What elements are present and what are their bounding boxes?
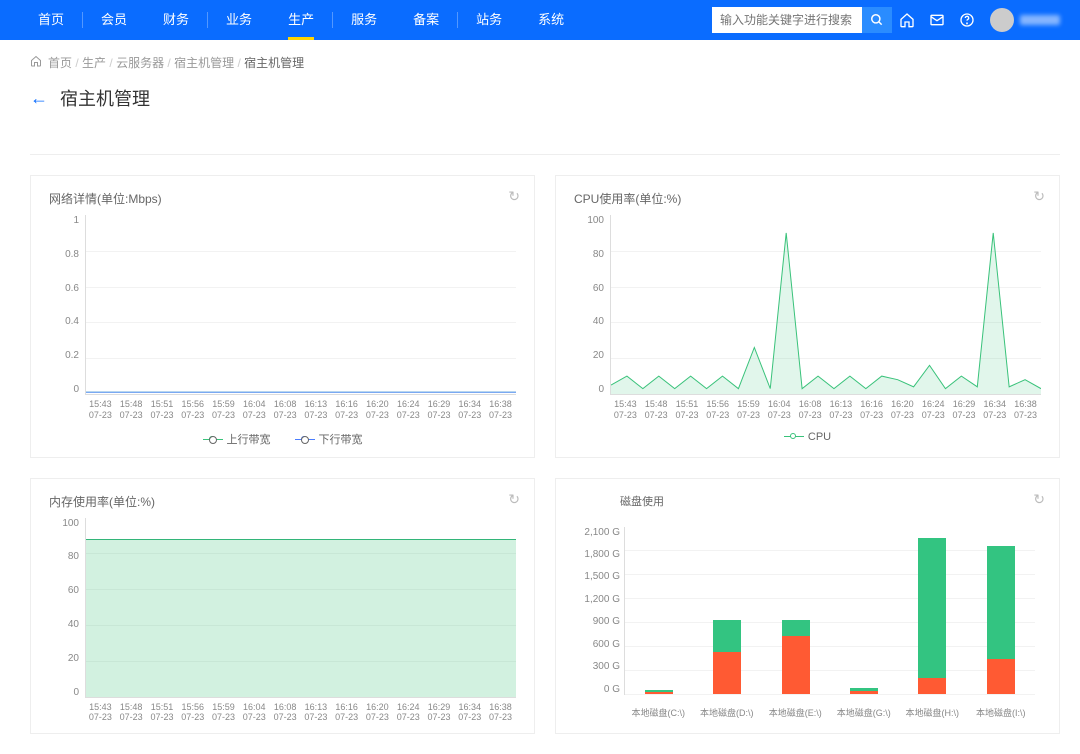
- disk-bar: [645, 527, 673, 694]
- chart-title: 内存使用率(单位:%): [49, 493, 516, 510]
- disk-bar-label: 本地磁盘(E:\): [761, 706, 830, 719]
- main-nav: 首页会员财务业务生产服务备案站务系统: [20, 0, 582, 40]
- nav-item-8[interactable]: 系统: [520, 0, 582, 40]
- legend-item: 下行带宽: [295, 431, 363, 447]
- tabs-bar: [30, 127, 1060, 155]
- disk-bar: [987, 527, 1015, 694]
- disk-bar-label: 本地磁盘(C:\): [624, 706, 693, 719]
- chart-title: CPU使用率(单位:%): [574, 190, 1041, 207]
- refresh-button[interactable]: ↻: [1033, 188, 1045, 205]
- disk-bar: [782, 527, 810, 694]
- refresh-button[interactable]: ↻: [508, 188, 520, 205]
- disk-bar-label: 本地磁盘(D:\): [693, 706, 762, 719]
- search-button[interactable]: [862, 7, 892, 33]
- network-chart-card: 网络详情(单位:Mbps) ↻ 10.80.60.40.20 15:4307-2…: [30, 175, 535, 458]
- breadcrumb: 首页 / 生产 / 云服务器 / 宿主机管理 / 宿主机管理: [30, 40, 1060, 85]
- legend-item: 上行带宽: [203, 431, 271, 447]
- disk-bar-label: 本地磁盘(I:\): [967, 706, 1036, 719]
- breadcrumb-item[interactable]: 首页: [48, 56, 72, 70]
- home-icon[interactable]: [892, 0, 922, 40]
- chart-title: 磁盘使用: [620, 493, 1041, 509]
- topbar: 首页会员财务业务生产服务备案站务系统: [0, 0, 1080, 40]
- username-label: [1020, 15, 1060, 25]
- chart-title: 网络详情(单位:Mbps): [49, 190, 516, 207]
- nav-item-1[interactable]: 会员: [83, 0, 145, 40]
- disk-bar: [713, 527, 741, 694]
- refresh-button[interactable]: ↻: [1033, 491, 1045, 508]
- mail-icon[interactable]: [922, 0, 952, 40]
- breadcrumb-item: 宿主机管理: [244, 56, 304, 70]
- back-button[interactable]: ←: [30, 88, 48, 109]
- breadcrumb-home-icon: [30, 55, 42, 70]
- nav-item-0[interactable]: 首页: [20, 0, 82, 40]
- breadcrumb-item[interactable]: 宿主机管理: [174, 56, 234, 70]
- page-title: 宿主机管理: [60, 85, 150, 111]
- nav-item-5[interactable]: 服务: [333, 0, 395, 40]
- avatar[interactable]: [990, 8, 1014, 32]
- disk-bar: [850, 527, 878, 694]
- nav-item-7[interactable]: 站务: [458, 0, 520, 40]
- nav-item-6[interactable]: 备案: [395, 0, 457, 40]
- disk-chart-card: ↻ 磁盘使用 2,100 G1,800 G1,500 G1,200 G900 G…: [555, 478, 1060, 735]
- breadcrumb-item[interactable]: 云服务器: [116, 56, 164, 70]
- nav-item-4[interactable]: 生产: [270, 0, 332, 40]
- cpu-chart-card: CPU使用率(单位:%) ↻ 100806040200 15:4307-2315…: [555, 175, 1060, 458]
- search-box: [712, 7, 892, 33]
- memory-chart-card: 内存使用率(单位:%) ↻ 100806040200 15:4307-2315:…: [30, 478, 535, 735]
- nav-item-3[interactable]: 业务: [208, 0, 270, 40]
- legend-item: CPU: [784, 431, 831, 443]
- breadcrumb-item[interactable]: 生产: [82, 56, 106, 70]
- disk-bar-label: 本地磁盘(H:\): [898, 706, 967, 719]
- disk-bar: [918, 527, 946, 694]
- help-icon[interactable]: [952, 0, 982, 40]
- nav-item-2[interactable]: 财务: [145, 0, 207, 40]
- disk-bar-label: 本地磁盘(G:\): [830, 706, 899, 719]
- refresh-button[interactable]: ↻: [508, 491, 520, 508]
- search-input[interactable]: [712, 7, 862, 33]
